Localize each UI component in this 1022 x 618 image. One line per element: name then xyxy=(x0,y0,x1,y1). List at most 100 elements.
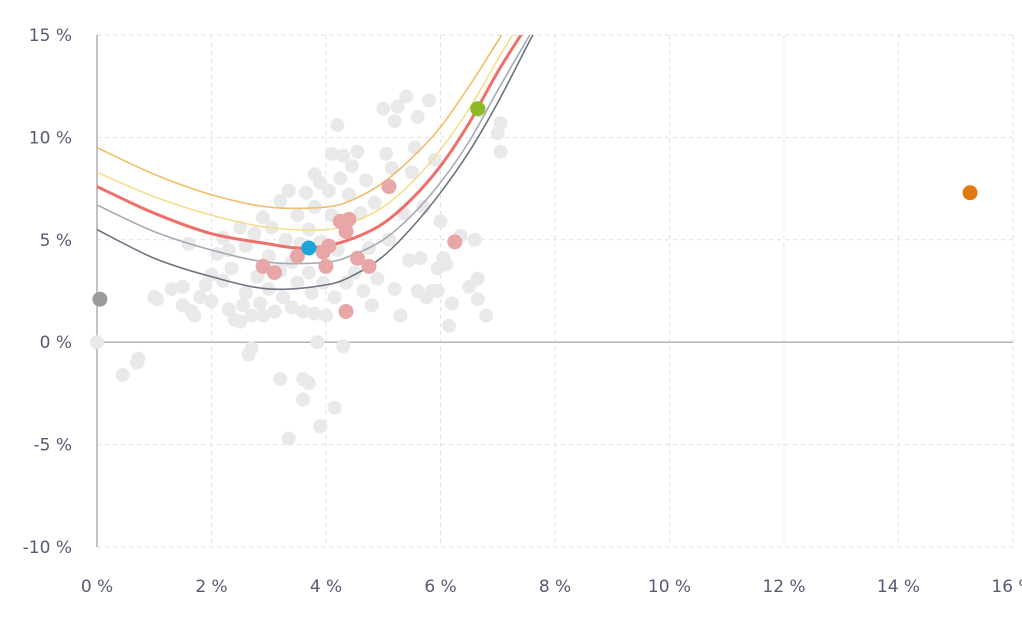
background-point xyxy=(316,275,331,290)
highlight-point xyxy=(361,258,377,274)
x-tick-label: 0 % xyxy=(81,577,113,597)
x-tick-label: 14 % xyxy=(877,577,920,597)
frontier-curve-lower-1 xyxy=(97,35,531,265)
background-point xyxy=(150,292,165,307)
frontier-curves xyxy=(97,35,534,291)
background-point xyxy=(321,183,336,198)
background-point xyxy=(290,208,305,223)
background-point xyxy=(393,308,408,323)
background-point xyxy=(244,341,259,356)
special-points xyxy=(92,101,978,307)
background-point xyxy=(370,271,385,286)
background-point xyxy=(313,419,328,434)
background-point xyxy=(433,214,448,229)
x-tick-label: 10 % xyxy=(648,577,691,597)
background-point xyxy=(336,148,351,163)
y-tick-label: 15 % xyxy=(29,26,72,46)
background-point xyxy=(339,275,354,290)
background-point xyxy=(238,286,253,301)
background-point xyxy=(244,308,259,323)
background-point xyxy=(404,165,419,180)
background-point xyxy=(430,284,445,298)
background-point xyxy=(310,335,325,350)
frontier-curve-main xyxy=(97,35,523,250)
background-point xyxy=(444,296,459,311)
background-point xyxy=(233,314,248,329)
background-point xyxy=(204,294,219,309)
background-point xyxy=(493,144,508,159)
background-point xyxy=(402,253,417,268)
background-point xyxy=(427,152,442,167)
background-point xyxy=(422,93,437,108)
background-point xyxy=(221,302,236,317)
background-point xyxy=(278,232,293,247)
background-point xyxy=(247,226,262,241)
background-point xyxy=(344,159,359,174)
background-point xyxy=(131,351,146,366)
background-point xyxy=(470,271,485,286)
background-point xyxy=(281,183,296,198)
background-point xyxy=(381,232,396,247)
orange-point xyxy=(962,185,978,201)
highlight-point xyxy=(338,303,354,319)
background-point xyxy=(467,232,482,247)
background-point xyxy=(193,290,208,305)
highlight-point xyxy=(381,179,397,195)
background-point xyxy=(399,89,414,104)
blue-point xyxy=(301,240,317,256)
x-tick-label: 4 % xyxy=(310,577,342,597)
background-point xyxy=(298,185,313,200)
highlight-point xyxy=(447,234,463,250)
background-point xyxy=(376,101,391,116)
background-point xyxy=(164,281,179,296)
background-point xyxy=(235,298,250,313)
background-point xyxy=(333,171,348,186)
frontier-curve-upper-2 xyxy=(97,35,503,210)
background-point xyxy=(387,281,402,296)
background-point xyxy=(198,277,213,292)
background-point xyxy=(407,140,422,155)
x-tick-label: 12 % xyxy=(762,577,805,597)
background-point xyxy=(304,286,319,301)
background-point xyxy=(284,300,299,315)
background-point xyxy=(439,257,454,272)
background-point xyxy=(256,308,271,323)
background-point xyxy=(493,116,508,131)
highlight-point xyxy=(321,238,337,254)
background-point xyxy=(301,265,316,280)
background-point xyxy=(187,308,202,323)
gray-point xyxy=(92,291,108,307)
frontier-curve-upper-1 xyxy=(97,35,514,231)
y-tick-label: 0 % xyxy=(40,333,72,353)
x-tick-label: 8 % xyxy=(539,577,571,597)
background-point xyxy=(324,146,339,161)
background-point xyxy=(470,292,485,307)
highlight-point xyxy=(255,258,271,274)
background-point xyxy=(90,335,104,350)
grid-layer xyxy=(97,34,1014,548)
background-point xyxy=(233,220,248,235)
background-point xyxy=(224,261,239,276)
background-point xyxy=(175,279,190,294)
background-point xyxy=(273,372,288,387)
background-point xyxy=(276,290,291,305)
green-point xyxy=(470,101,486,117)
background-point xyxy=(410,109,425,124)
y-tick-label: 5 % xyxy=(40,231,72,251)
background-point xyxy=(359,173,374,188)
background-point xyxy=(442,318,457,333)
background-point xyxy=(281,431,296,446)
background-point xyxy=(379,146,394,161)
background-point xyxy=(319,308,333,323)
background-point xyxy=(356,284,371,298)
background-point xyxy=(350,144,365,159)
background-point xyxy=(301,376,316,391)
background-point xyxy=(307,200,322,215)
background-point xyxy=(413,251,428,266)
background-point xyxy=(256,210,271,225)
background-point xyxy=(267,304,282,319)
background-point xyxy=(330,118,345,133)
y-tick-label: 10 % xyxy=(29,128,72,148)
highlight-point xyxy=(289,248,305,264)
